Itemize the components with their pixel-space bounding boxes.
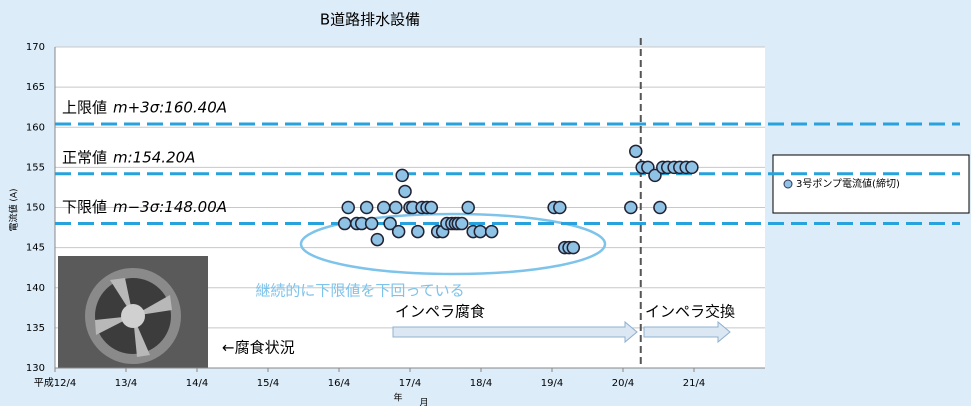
point: [648, 168, 662, 183]
point: [629, 144, 643, 159]
y-tick-label: 130: [26, 363, 45, 374]
point: [398, 184, 412, 199]
oval-annotation: 継続的に下限値を下回っている: [255, 282, 464, 300]
chart-title: B道路排水設備: [320, 11, 420, 29]
annotation: ←腐食状況: [222, 339, 295, 357]
point: [389, 200, 403, 215]
point: [370, 232, 385, 247]
x-tick-label: 13/4: [115, 378, 137, 389]
annotation: インペラ交換: [645, 303, 735, 321]
point: [395, 168, 409, 183]
point: [376, 200, 391, 215]
point: [461, 200, 475, 215]
oval: [299, 212, 607, 276]
arrow: [643, 320, 731, 344]
point: [484, 224, 499, 239]
point: [653, 200, 667, 215]
y-tick-label: 155: [26, 162, 45, 173]
x-tick-label: 14/4: [186, 378, 208, 389]
x-tick-label: 21/4: [683, 378, 705, 389]
legend-marker: [783, 179, 793, 189]
x-tick-label: 20/4: [612, 378, 634, 389]
point: [337, 216, 352, 231]
x-tick-label: 18/4: [470, 378, 492, 389]
y-tick-label: 170: [26, 42, 45, 53]
legend-label: 3号ポンプ電流値(締切): [796, 177, 900, 190]
point: [566, 240, 581, 255]
y-axis-label: 電流値 (A): [8, 188, 20, 231]
x-tick-label: 19/4: [541, 378, 563, 389]
reference-label: 上限値: [62, 99, 107, 117]
point: [359, 200, 374, 215]
y-tick-label: 135: [26, 323, 45, 334]
point: [364, 216, 379, 231]
point: [341, 200, 355, 215]
reference-label: 下限値: [62, 198, 107, 216]
x-axis-label-month: 月: [419, 398, 428, 406]
reference-formula: m−3σ:148.00A: [113, 198, 227, 216]
point: [383, 216, 397, 231]
arrow: [392, 320, 638, 344]
annotation: インペラ腐食: [395, 303, 485, 321]
y-tick-label: 160: [26, 122, 45, 133]
point: [624, 200, 638, 215]
y-tick-label: 145: [26, 243, 45, 254]
corrosion-photo: [58, 256, 208, 368]
y-tick-label: 165: [26, 82, 45, 93]
x-tick-label: 15/4: [257, 378, 279, 389]
x-tick-label: 16/4: [328, 378, 350, 389]
point: [455, 216, 469, 231]
point: [391, 224, 406, 239]
point: [424, 200, 439, 215]
reference-formula: m+3σ:160.40A: [113, 99, 227, 117]
point: [473, 224, 488, 239]
legend: [772, 154, 970, 214]
point: [411, 224, 425, 239]
x-tick-label: 17/4: [399, 378, 421, 389]
y-tick-label: 140: [26, 283, 45, 294]
x-axis-label-year: 年: [393, 392, 402, 404]
reference-label: 正常値: [62, 148, 107, 166]
reference-formula: m:154.20A: [113, 148, 195, 166]
y-tick-label: 150: [26, 203, 45, 214]
point: [553, 200, 567, 215]
x-tick-label: 平成12/4: [34, 377, 76, 389]
point: [685, 160, 699, 175]
